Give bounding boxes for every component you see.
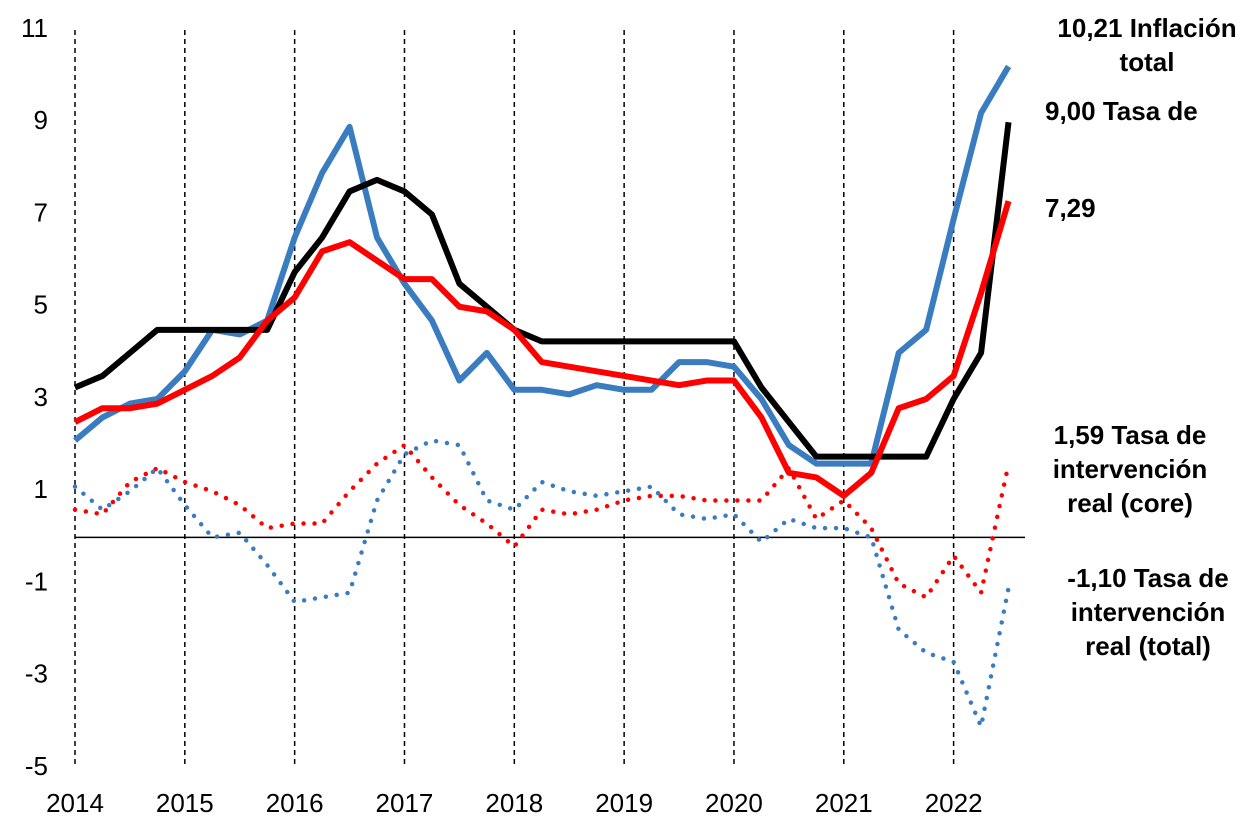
end-label: real (total)	[1085, 631, 1211, 661]
series-line	[73, 64, 1012, 467]
end-label: 10,21 Inflación	[1057, 13, 1236, 43]
end-label: -1,10 Tasa de	[1067, 563, 1228, 593]
x-tick-label: 2016	[266, 788, 324, 818]
y-tick-label: -5	[25, 751, 48, 781]
x-tick-label: 2015	[156, 788, 214, 818]
y-tick-label: 5	[34, 290, 48, 320]
x-tick-label: 2022	[925, 788, 983, 818]
x-tick-label: 2019	[595, 788, 653, 818]
y-tick-label: 1	[34, 474, 48, 504]
series-line	[72, 442, 1011, 600]
y-tick-label: 7	[34, 197, 48, 227]
end-label: intervención	[1053, 454, 1208, 484]
y-tick-label: -3	[25, 659, 48, 689]
end-label: 1,59 Tasa de	[1054, 420, 1207, 450]
series-line	[73, 200, 1012, 499]
y-tick-label: 3	[34, 382, 48, 412]
end-label: intervención	[1071, 597, 1226, 627]
x-tick-label: 2020	[705, 788, 763, 818]
series-line	[72, 438, 1011, 729]
end-label: 7,29	[1045, 193, 1096, 223]
end-label: total	[1120, 47, 1175, 77]
x-tick-label: 2017	[376, 788, 434, 818]
y-tick-label: 11	[21, 13, 48, 43]
x-tick-label: 2018	[485, 788, 543, 818]
x-tick-label: 2014	[46, 788, 104, 818]
y-tick-label: -1	[25, 566, 48, 596]
end-label: real (core)	[1067, 488, 1193, 518]
y-tick-label: 9	[34, 105, 48, 135]
series-line	[73, 121, 1012, 460]
x-tick-label: 2021	[815, 788, 873, 818]
end-label: 9,00 Tasa de	[1045, 96, 1198, 126]
